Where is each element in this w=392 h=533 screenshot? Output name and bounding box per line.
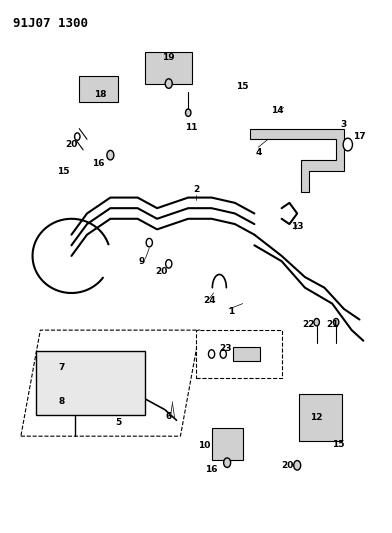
Text: 2: 2	[193, 185, 199, 194]
Circle shape	[314, 318, 319, 326]
Text: 4: 4	[255, 148, 261, 157]
Circle shape	[223, 458, 230, 467]
Polygon shape	[250, 128, 344, 192]
Bar	[145, 52, 192, 84]
Text: 9: 9	[138, 257, 145, 265]
Text: 10: 10	[198, 441, 210, 450]
Text: 22: 22	[303, 320, 315, 329]
Text: 12: 12	[310, 413, 323, 422]
Circle shape	[185, 109, 191, 116]
Text: 20: 20	[281, 461, 294, 470]
Bar	[299, 394, 342, 441]
Text: 15: 15	[236, 82, 249, 91]
Circle shape	[165, 79, 172, 88]
Circle shape	[166, 260, 172, 268]
Text: 20: 20	[65, 140, 78, 149]
Circle shape	[333, 318, 339, 326]
Bar	[36, 351, 145, 415]
Text: 11: 11	[185, 123, 197, 132]
Text: 23: 23	[219, 344, 231, 353]
Circle shape	[107, 150, 114, 160]
Text: 1: 1	[228, 307, 234, 316]
Circle shape	[146, 238, 152, 247]
Circle shape	[74, 133, 80, 140]
Circle shape	[220, 350, 226, 358]
Text: 16: 16	[205, 465, 218, 473]
Circle shape	[343, 138, 352, 151]
Text: 8: 8	[58, 397, 65, 406]
Text: 15: 15	[332, 440, 344, 449]
Bar	[196, 330, 281, 378]
Text: 14: 14	[271, 106, 284, 115]
Circle shape	[294, 461, 301, 470]
Text: 20: 20	[155, 268, 167, 276]
Bar	[79, 76, 118, 102]
Bar	[212, 428, 243, 460]
Text: 24: 24	[203, 296, 216, 305]
Text: 91J07 1300: 91J07 1300	[13, 17, 88, 30]
Text: 21: 21	[326, 320, 338, 329]
Circle shape	[209, 350, 215, 358]
Bar	[233, 348, 260, 361]
Text: 6: 6	[166, 411, 172, 421]
Text: 13: 13	[291, 222, 303, 231]
Text: 5: 5	[115, 418, 121, 427]
Text: 3: 3	[341, 120, 347, 129]
Text: 16: 16	[93, 159, 105, 167]
Text: 17: 17	[353, 132, 366, 141]
Text: 18: 18	[94, 90, 107, 99]
Text: 15: 15	[57, 166, 70, 175]
Text: 19: 19	[162, 53, 175, 62]
Text: 7: 7	[58, 363, 65, 372]
